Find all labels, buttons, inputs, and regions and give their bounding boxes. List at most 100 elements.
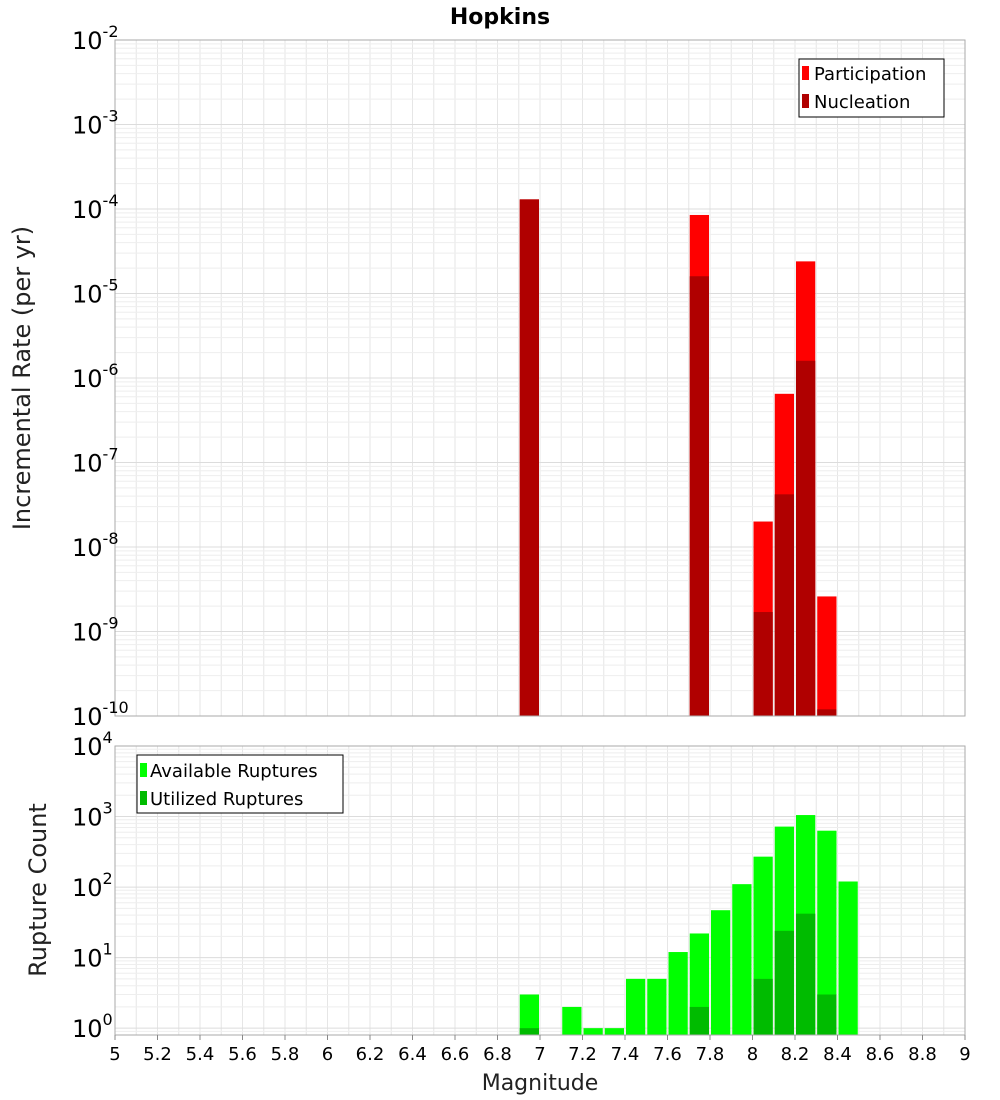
bar-available-ruptures xyxy=(647,978,667,1035)
y-tick-label: 101 xyxy=(72,940,113,973)
y-tick-label: 104 xyxy=(72,728,113,761)
count-legend-box xyxy=(136,754,344,814)
y-tick-exponent: -8 xyxy=(103,529,119,548)
y-tick-label: 102 xyxy=(72,869,113,902)
x-tick-label: 5.6 xyxy=(228,1044,257,1065)
bar-nucleation xyxy=(519,199,539,717)
y-tick-label: 10-2 xyxy=(72,22,119,55)
x-tick-label: 5 xyxy=(109,1044,120,1065)
y-tick-base: 10 xyxy=(72,804,103,832)
bar-available-ruptures xyxy=(838,881,858,1035)
y-tick-exponent: -5 xyxy=(103,276,119,295)
bar-nucleation xyxy=(689,276,709,716)
bar-nucleation xyxy=(774,494,794,716)
legend-swatch-participation xyxy=(802,66,809,80)
y-tick-base: 10 xyxy=(72,281,103,309)
x-tick-label: 5.2 xyxy=(143,1044,172,1065)
rate-bars xyxy=(519,199,837,717)
bar-utilized-ruptures xyxy=(817,994,837,1035)
bar-utilized-ruptures xyxy=(519,1028,539,1035)
legend-swatch-nucleation xyxy=(802,94,809,108)
y-tick-base: 10 xyxy=(72,703,103,731)
x-tick-label: 6.8 xyxy=(483,1044,512,1065)
y-tick-base: 10 xyxy=(72,733,103,761)
y-tick-label: 10-10 xyxy=(72,698,129,731)
rate-chart: Hopkins 10-1010-910-810-710-610-510-410-… xyxy=(8,5,966,731)
bar-available-ruptures xyxy=(668,952,688,1035)
bar-available-ruptures xyxy=(583,1028,603,1035)
bar-available-ruptures xyxy=(626,978,646,1035)
count-bars xyxy=(519,815,858,1035)
y-tick-exponent: 2 xyxy=(103,869,113,888)
rate-legend: Participation Nucleation xyxy=(798,58,945,118)
rate-legend-box xyxy=(798,58,945,118)
x-tick-label: 7.8 xyxy=(696,1044,725,1065)
y-tick-label: 10-6 xyxy=(72,360,119,393)
bar-available-ruptures xyxy=(732,884,752,1035)
x-tick-label: 7.6 xyxy=(653,1044,682,1065)
bar-utilized-ruptures xyxy=(774,930,794,1035)
x-tick-label: 7 xyxy=(534,1044,545,1065)
y-tick-label: 10-7 xyxy=(72,445,119,478)
count-y-axis-label: Rupture Count xyxy=(24,803,52,977)
bar-available-ruptures xyxy=(562,1006,582,1035)
y-tick-exponent: 0 xyxy=(103,1010,113,1029)
x-tick-label: 6 xyxy=(322,1044,333,1065)
x-tick-label: 7.4 xyxy=(611,1044,640,1065)
count-legend: Available Ruptures Utilized Ruptures xyxy=(136,754,344,814)
x-tick-label: 6.2 xyxy=(356,1044,385,1065)
y-tick-exponent: 4 xyxy=(103,728,113,747)
x-tick-label: 5.4 xyxy=(186,1044,215,1065)
x-axis-label: Magnitude xyxy=(482,1071,599,1096)
y-tick-label: 100 xyxy=(72,1010,113,1043)
y-tick-exponent: -6 xyxy=(103,360,119,379)
legend-label-available: Available Ruptures xyxy=(150,761,318,782)
bar-available-ruptures xyxy=(711,910,731,1035)
y-tick-base: 10 xyxy=(72,450,103,478)
bar-nucleation xyxy=(796,360,816,716)
chart-title: Hopkins xyxy=(450,5,550,30)
y-tick-base: 10 xyxy=(72,534,103,562)
bar-participation xyxy=(817,596,837,716)
y-tick-base: 10 xyxy=(72,365,103,393)
rate-grid xyxy=(114,39,966,717)
legend-label-utilized: Utilized Ruptures xyxy=(150,789,303,810)
rate-plot-border xyxy=(114,39,966,717)
y-tick-exponent: 3 xyxy=(103,799,113,818)
x-tick-label: 6.4 xyxy=(398,1044,427,1065)
y-tick-base: 10 xyxy=(72,1015,103,1043)
y-tick-label: 10-3 xyxy=(72,107,119,140)
legend-label-participation: Participation xyxy=(814,64,926,85)
x-tick-label: 9 xyxy=(959,1044,970,1065)
y-tick-exponent: -9 xyxy=(103,614,119,633)
bar-available-ruptures xyxy=(817,830,837,1035)
x-tick-label: 8.4 xyxy=(823,1044,852,1065)
bar-nucleation xyxy=(753,612,773,716)
y-tick-exponent: -4 xyxy=(103,191,119,210)
legend-swatch-available xyxy=(140,763,147,777)
y-tick-exponent: 1 xyxy=(103,940,113,959)
y-tick-base: 10 xyxy=(72,27,103,55)
x-tick-label: 5.8 xyxy=(271,1044,300,1065)
legend-swatch-utilized xyxy=(140,791,147,805)
y-tick-label: 10-5 xyxy=(72,276,119,309)
bar-utilized-ruptures xyxy=(689,1006,709,1035)
x-tick-label: 8.2 xyxy=(781,1044,810,1065)
y-tick-exponent: -7 xyxy=(103,445,119,464)
rate-y-axis-label: Incremental Rate (per yr) xyxy=(8,226,36,530)
y-tick-base: 10 xyxy=(72,112,103,140)
x-tick-label: 7.2 xyxy=(568,1044,597,1065)
bar-nucleation xyxy=(817,709,837,716)
y-tick-label: 10-8 xyxy=(72,529,119,562)
y-tick-label: 10-4 xyxy=(72,191,119,224)
count-x-ticks: 5 5.2 5.4 5.6 5.8 6 6.2 6.4 6.6 6.8 7 7.2 7.4 7.6 7.8 8… xyxy=(109,1035,971,1065)
y-tick-exponent: -10 xyxy=(103,698,129,717)
bar-utilized-ruptures xyxy=(796,913,816,1035)
x-tick-label: 8.6 xyxy=(866,1044,895,1065)
y-tick-base: 10 xyxy=(72,196,103,224)
bar-utilized-ruptures xyxy=(753,978,773,1035)
